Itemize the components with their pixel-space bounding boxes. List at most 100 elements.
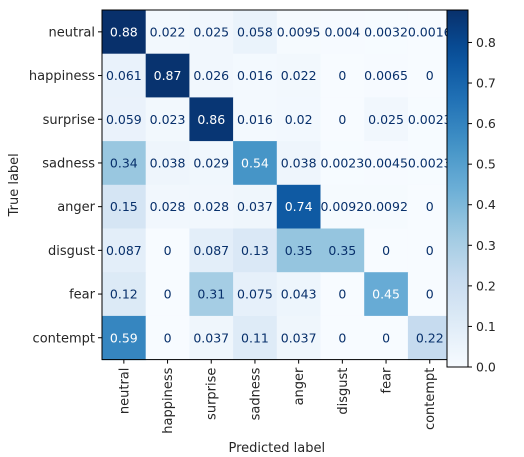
colorbar-tick-label: 0.2 [476,278,496,293]
cell-value-label: 0.058 [237,24,273,39]
heatmap-cell [276,272,321,317]
y-tick-label: sadness [42,156,95,171]
cell-value-label: 0.037 [281,330,317,345]
heatmap-cell [407,10,453,55]
cell-value-label: 0.028 [193,199,229,214]
colorbar-tick-label: 0.0 [476,360,496,375]
heatmap-cell [233,184,278,229]
heatmap-cell [189,315,234,361]
heatmap-cell [145,141,190,186]
heatmap-cell [189,141,234,186]
heatmap-cell [102,228,147,273]
heatmap-cell [407,315,453,361]
x-axis-ticks: neutral happiness surprise sadness anger disg… [117,359,438,434]
cell-value-label: 0 [338,112,346,127]
heatmap-cell [320,97,365,142]
x-tick-label: sadness [248,367,263,420]
colorbar-tick-label: 0.1 [476,319,496,334]
cell-value-label: 0.13 [241,243,269,258]
x-tick-label: contempt [423,368,438,430]
heatmap-cell [276,315,321,361]
heatmap-cell [276,10,321,55]
cell-value-label: 0.22 [416,330,444,345]
heatmap-cell [233,315,278,361]
heatmap-cell [102,272,147,317]
x-tick-label: happiness [161,367,176,433]
heatmap-cell [233,53,278,98]
heatmap-cell [364,141,409,186]
heatmap-cell [364,315,409,361]
heatmap-cell [145,272,190,317]
heatmap-cell [364,184,409,229]
cell-value-label: 0.0095 [277,24,321,39]
cell-value-label: 0.025 [368,112,404,127]
cell-value-label: 0.043 [281,287,317,302]
cell-value-label: 0 [382,330,390,345]
heatmap-cell [320,272,365,317]
cell-value-label: 0.004 [324,24,360,39]
heatmap-cell [233,10,278,55]
cell-value-label: 0.0023 [408,112,452,127]
heatmap-cell [320,10,365,55]
heatmap-cell [145,315,190,361]
cell-value-label: 0.31 [197,287,225,302]
cell-value-label: 0.88 [110,24,138,39]
x-tick-label: fear [380,367,395,394]
heatmap-cell [320,141,365,186]
y-tick-label: neutral [49,25,96,40]
heatmap-cell [233,141,278,186]
y-tick-label: fear [69,288,96,303]
heatmap-cell [102,184,147,229]
cell-value-label: 0 [382,243,390,258]
heatmap-cell [145,53,190,98]
x-axis-label: Predicted label [228,441,325,456]
heatmap-cell [320,184,365,229]
heatmap-cell [407,97,453,142]
heatmap-cell [364,97,409,142]
colorbar-tick-label: 0.5 [476,157,496,172]
cell-value-label: 0.037 [237,199,273,214]
heatmap-cell [102,315,147,361]
heatmap-cell [320,53,365,98]
colorbar [446,9,469,368]
cell-value-label: 0.038 [150,155,186,170]
heatmap-cell [102,10,147,55]
cell-value-label: 0 [426,287,434,302]
cell-value-label: 0.016 [237,68,273,83]
cell-value-label: 0.087 [193,243,229,258]
cell-value-label: 0.12 [110,287,138,302]
cell-value-label: 0.35 [328,243,356,258]
cell-value-label: 0.02 [285,112,313,127]
y-tick-label: anger [57,200,95,215]
cell-value-label: 0.0032 [364,24,408,39]
cell-value-label: 0.0023 [320,155,364,170]
cell-value-label: 0.025 [193,24,229,39]
colorbar-tick-label: 0.7 [476,76,496,91]
heatmap-cell [189,97,234,142]
heatmap-cell [145,10,190,55]
cell-value-label: 0.022 [150,24,186,39]
heatmap-cell [145,184,190,229]
y-axis-label: True label [7,153,22,217]
cell-value-label: 0.0092 [364,199,408,214]
y-tick-label: contempt [33,331,95,346]
heatmap-cell [102,53,147,98]
heatmap-cell [102,141,147,186]
heatmap-cell [145,97,190,142]
cell-value-label: 0 [338,68,346,83]
heatmap-cell [145,228,190,273]
cell-value-label: 0.037 [193,330,229,345]
x-tick-label: disgust [336,368,351,415]
heatmap-cell [189,53,234,98]
heatmap-cell [364,228,409,273]
cell-value-label: 0.029 [193,155,229,170]
cell-value-label: 0 [426,243,434,258]
cell-value-label: 0.15 [110,199,138,214]
heatmap-cell [276,141,321,186]
heatmap-cell [276,184,321,229]
cell-value-label: 0.11 [241,330,269,345]
y-axis-ticks: neutral happiness surprise sadness anger disg… [29,25,102,346]
cell-value-label: 0.0065 [364,68,408,83]
cell-value-label: 0.0092 [320,199,364,214]
x-tick-label: anger [292,367,307,405]
